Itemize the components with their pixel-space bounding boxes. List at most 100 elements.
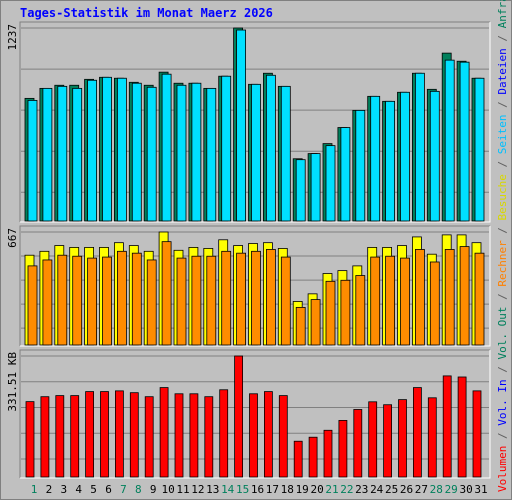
bar	[412, 387, 422, 478]
bar	[25, 401, 35, 478]
bar	[429, 261, 440, 346]
bar	[42, 259, 53, 346]
legend-separator: /	[496, 28, 509, 48]
bar	[72, 255, 83, 346]
x-tick-label: 3	[60, 483, 67, 496]
plot-border	[19, 21, 490, 222]
bar	[117, 250, 127, 346]
bar	[40, 396, 50, 478]
bar	[251, 250, 261, 346]
bar	[308, 436, 318, 478]
bar	[442, 375, 452, 478]
bar	[444, 249, 455, 346]
bar	[444, 59, 455, 222]
bar	[191, 82, 202, 222]
bar	[310, 299, 321, 346]
x-tick-label: 2	[46, 483, 53, 496]
x-tick-label: 17	[266, 483, 279, 496]
bar	[400, 91, 410, 222]
bar	[57, 254, 68, 346]
bar	[427, 397, 437, 478]
legend-entry: Volumen	[496, 446, 509, 492]
x-tick-label: 8	[135, 483, 142, 496]
bar	[459, 61, 470, 222]
bar	[265, 249, 276, 346]
bar	[234, 355, 244, 478]
legend-separator: /	[496, 287, 509, 307]
x-tick-label: 21	[325, 483, 338, 496]
bar	[221, 250, 232, 346]
bar	[383, 404, 393, 478]
bar	[340, 279, 351, 346]
legend-entry: Vol. Out	[496, 307, 509, 360]
bar	[117, 77, 127, 222]
y-tick-label: 331.51 KB	[6, 352, 19, 412]
x-tick-label: 29	[445, 483, 458, 496]
bar	[295, 306, 306, 346]
plot-border	[19, 225, 490, 346]
bar	[368, 401, 378, 478]
bar	[323, 429, 333, 478]
y-tick-label: 1237	[6, 24, 19, 51]
bar	[325, 145, 336, 222]
bar	[429, 90, 440, 222]
bar	[42, 87, 53, 222]
bar	[385, 255, 396, 346]
bar	[146, 86, 157, 222]
bar	[129, 392, 139, 478]
chart-title: Tages-Statistik im Monat Maerz 2026	[20, 6, 273, 20]
bar	[353, 409, 363, 478]
legend-separator: /	[496, 154, 509, 174]
bar	[102, 76, 112, 222]
bar	[280, 256, 291, 346]
x-tick-label: 14	[221, 483, 235, 496]
x-tick-label: 28	[430, 483, 443, 496]
bar	[87, 79, 97, 222]
bar	[340, 127, 351, 222]
bar	[295, 159, 306, 222]
legend-separator: /	[496, 95, 509, 115]
x-tick-label: 6	[105, 483, 112, 496]
bar	[204, 396, 214, 478]
bar	[146, 259, 157, 346]
legend-entry: Rechner	[496, 240, 509, 287]
bar	[161, 73, 172, 222]
bar	[370, 256, 381, 346]
bar	[236, 29, 247, 222]
bar	[206, 255, 217, 346]
bar	[57, 85, 68, 222]
bar	[55, 395, 65, 478]
x-tick-label: 31	[474, 483, 487, 496]
bar	[414, 249, 425, 346]
bar	[161, 241, 172, 346]
bar	[176, 257, 187, 346]
bar	[249, 393, 258, 478]
legend-entry: Anfragen	[496, 0, 509, 28]
x-tick-label: 22	[340, 483, 353, 496]
bar	[459, 246, 470, 346]
bar	[176, 84, 187, 222]
legend-entry: Seiten	[496, 114, 509, 154]
x-tick-label: 25	[385, 483, 398, 496]
legend: Volumen / Vol. In / Vol. Out / Rechner /…	[496, 0, 509, 492]
plot-border	[20, 350, 491, 479]
x-tick-label: 30	[459, 483, 472, 496]
x-tick-label: 24	[370, 483, 384, 496]
x-tick-label: 5	[90, 483, 97, 496]
bar	[102, 256, 112, 346]
bar	[265, 74, 276, 222]
plot-border	[20, 22, 491, 223]
bar	[219, 389, 229, 478]
bar	[115, 390, 124, 478]
x-tick-label: 11	[176, 483, 189, 496]
x-tick-label: 10	[161, 483, 174, 496]
bar	[310, 153, 321, 222]
x-tick-label: 9	[150, 483, 157, 496]
bar	[70, 395, 80, 478]
x-tick-label: 13	[206, 483, 219, 496]
bar	[355, 275, 366, 346]
bar	[370, 95, 381, 222]
bar	[100, 391, 109, 478]
x-tick-label: 27	[415, 483, 428, 496]
